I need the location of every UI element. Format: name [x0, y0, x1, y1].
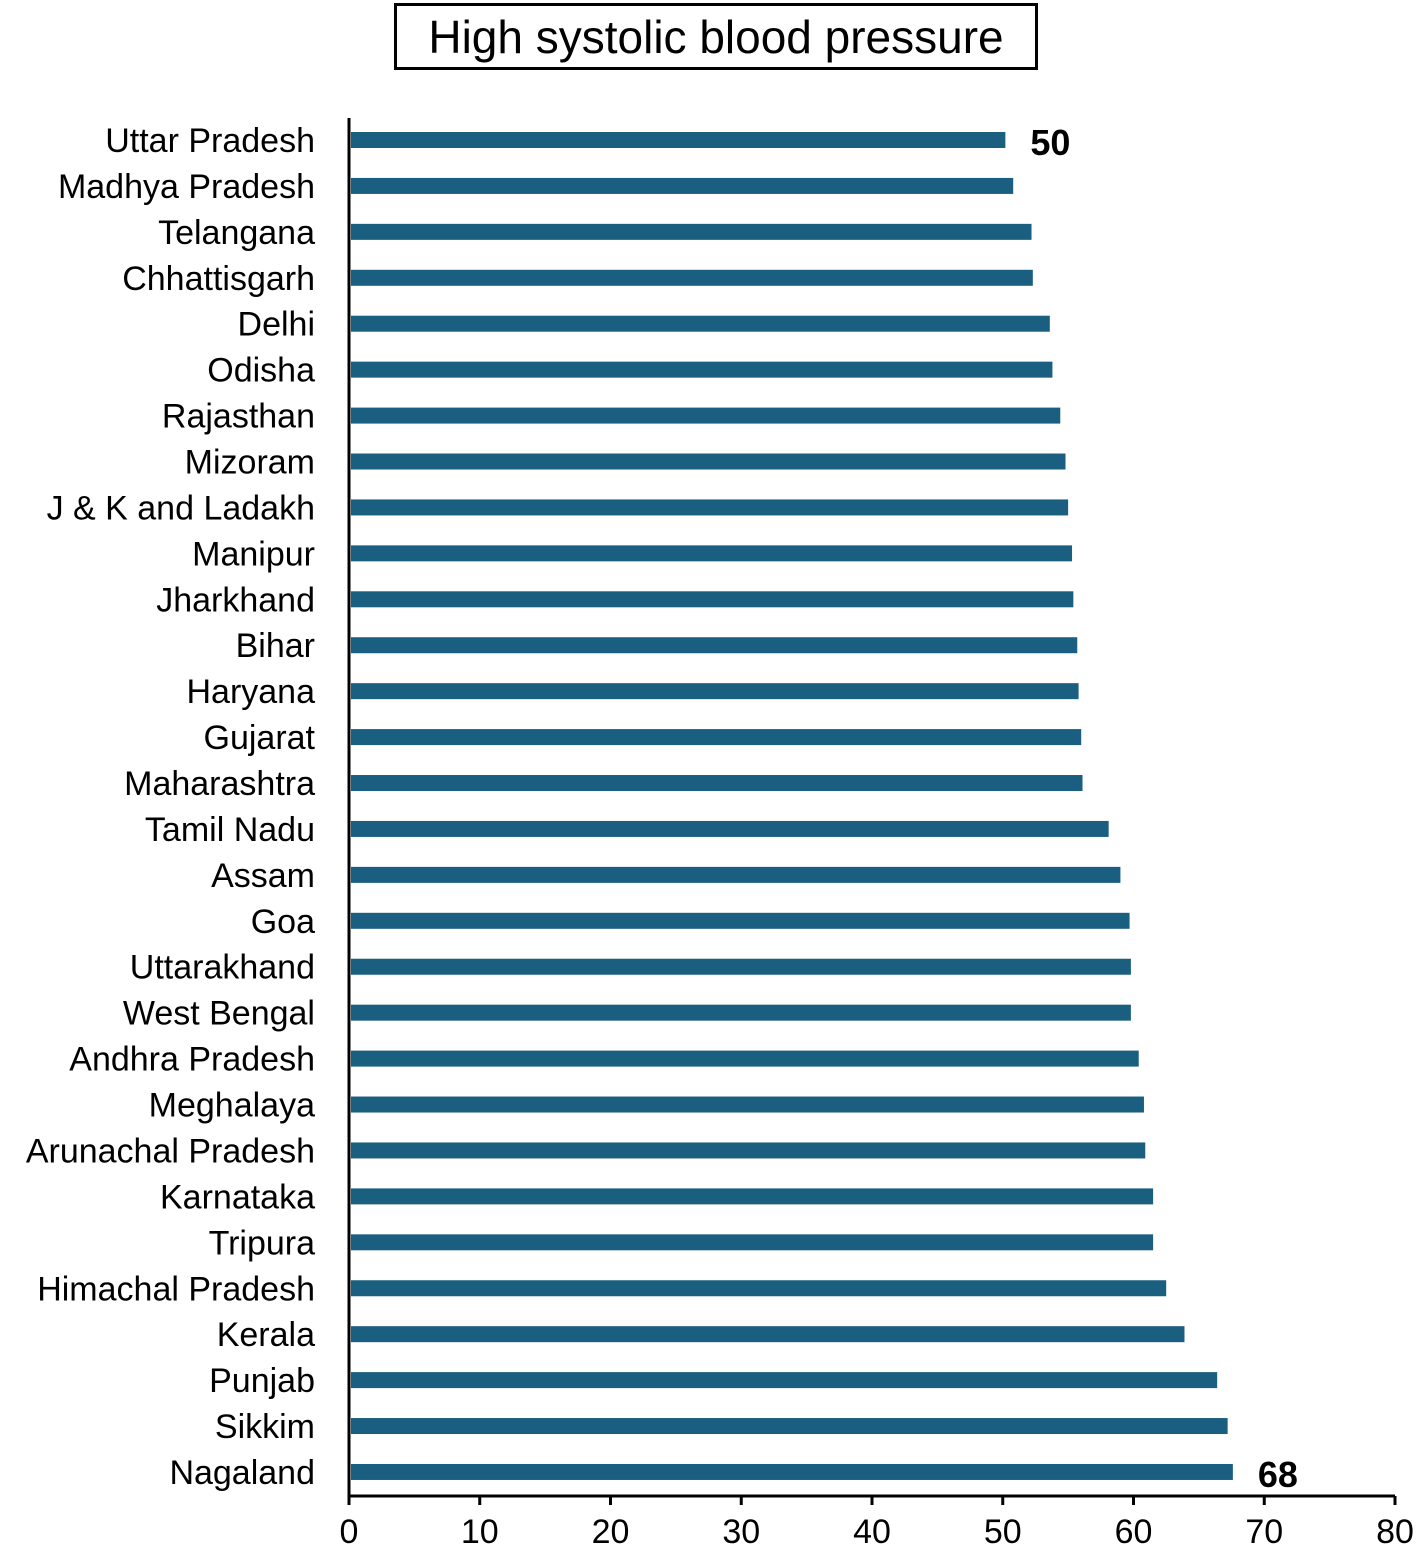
bar-telangana	[351, 223, 1032, 240]
bar-uttar-pradesh	[351, 132, 1006, 148]
category-label: Chhattisgarh	[122, 260, 315, 298]
bar-andhra-pradesh	[351, 1050, 1139, 1067]
bar-maharashtra	[351, 775, 1083, 792]
bar-bihar	[351, 637, 1078, 654]
category-label: Gujarat	[204, 719, 316, 757]
bar-tamil-nadu	[351, 820, 1109, 837]
bar-j-k-and-ladakh	[351, 499, 1069, 516]
category-label: Telangana	[158, 214, 315, 252]
bar-odisha	[351, 361, 1053, 378]
category-label: Andhra Pradesh	[69, 1041, 315, 1079]
bar-karnataka	[351, 1188, 1154, 1205]
data-label: 68	[1258, 1454, 1298, 1495]
bar-mizoram	[351, 453, 1066, 470]
category-label: Goa	[251, 903, 315, 941]
category-label: Karnataka	[160, 1178, 315, 1216]
category-label: Uttar Pradesh	[105, 122, 315, 160]
bar-arunachal-pradesh	[351, 1142, 1146, 1159]
x-tick-label: 30	[722, 1513, 760, 1551]
category-label: Haryana	[186, 673, 315, 711]
x-tick-label: 50	[984, 1513, 1022, 1551]
bar-tripura	[351, 1234, 1154, 1251]
x-tick-label: 70	[1245, 1513, 1283, 1551]
x-tick-label: 20	[592, 1513, 630, 1551]
category-label: Punjab	[209, 1362, 315, 1400]
bar-manipur	[351, 545, 1073, 562]
category-label: West Bengal	[123, 995, 315, 1033]
bar-rajasthan	[351, 407, 1061, 424]
category-label: Nagaland	[169, 1454, 315, 1492]
bar-goa	[351, 912, 1130, 929]
bar-haryana	[351, 683, 1079, 700]
category-label: Maharashtra	[124, 765, 315, 803]
category-label: Jharkhand	[156, 581, 315, 619]
bar-madhya-pradesh	[351, 177, 1014, 194]
bar-assam	[351, 866, 1121, 883]
category-label: Mizoram	[185, 444, 315, 482]
data-label: 50	[1030, 122, 1070, 163]
category-label: Meghalaya	[149, 1087, 315, 1125]
bar-kerala	[351, 1326, 1185, 1343]
category-label: Odisha	[207, 352, 315, 390]
bar-uttarakhand	[351, 958, 1131, 975]
category-label: Tripura	[209, 1224, 316, 1262]
x-tick-label: 80	[1376, 1513, 1414, 1551]
category-label: Tamil Nadu	[145, 811, 315, 849]
bar-nagaland	[351, 1463, 1233, 1480]
bar-sikkim	[351, 1418, 1228, 1435]
bar-meghalaya	[351, 1096, 1144, 1113]
category-label: Himachal Pradesh	[37, 1270, 315, 1308]
category-label: Uttarakhand	[130, 949, 315, 987]
category-label: Assam	[211, 857, 315, 895]
category-label: Madhya Pradesh	[58, 168, 315, 206]
category-label: Rajasthan	[162, 398, 315, 436]
bar-gujarat	[351, 729, 1082, 746]
x-tick-label: 60	[1115, 1513, 1153, 1551]
x-tick-label: 40	[853, 1513, 891, 1551]
x-tick-label: 0	[340, 1513, 359, 1551]
bar-delhi	[351, 315, 1050, 332]
x-tick-label: 10	[461, 1513, 499, 1551]
bar-himachal-pradesh	[351, 1280, 1167, 1297]
category-label: Kerala	[217, 1316, 315, 1354]
chart-title: High systolic blood pressure	[394, 3, 1038, 70]
category-label: Arunachal Pradesh	[26, 1132, 315, 1170]
category-label: J & K and Ladakh	[47, 489, 315, 527]
category-label: Manipur	[192, 535, 315, 573]
category-label: Delhi	[238, 306, 315, 344]
bar-west-bengal	[351, 1004, 1131, 1021]
bar-jharkhand	[351, 591, 1074, 608]
bar-punjab	[351, 1372, 1218, 1389]
bar-chhattisgarh	[351, 269, 1033, 286]
category-label: Sikkim	[215, 1408, 315, 1446]
category-label: Bihar	[236, 627, 315, 665]
